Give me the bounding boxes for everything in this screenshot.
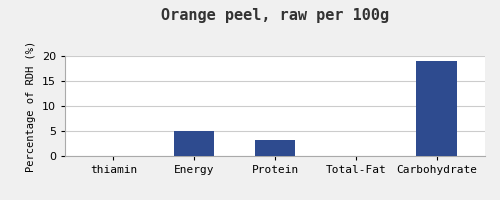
Bar [174, 131, 214, 156]
Title: Orange peel, raw per 100g: Orange peel, raw per 100g [161, 8, 389, 23]
Bar [416, 61, 457, 156]
Y-axis label: Percentage of RDH (%): Percentage of RDH (%) [26, 40, 36, 172]
Bar [255, 140, 295, 156]
